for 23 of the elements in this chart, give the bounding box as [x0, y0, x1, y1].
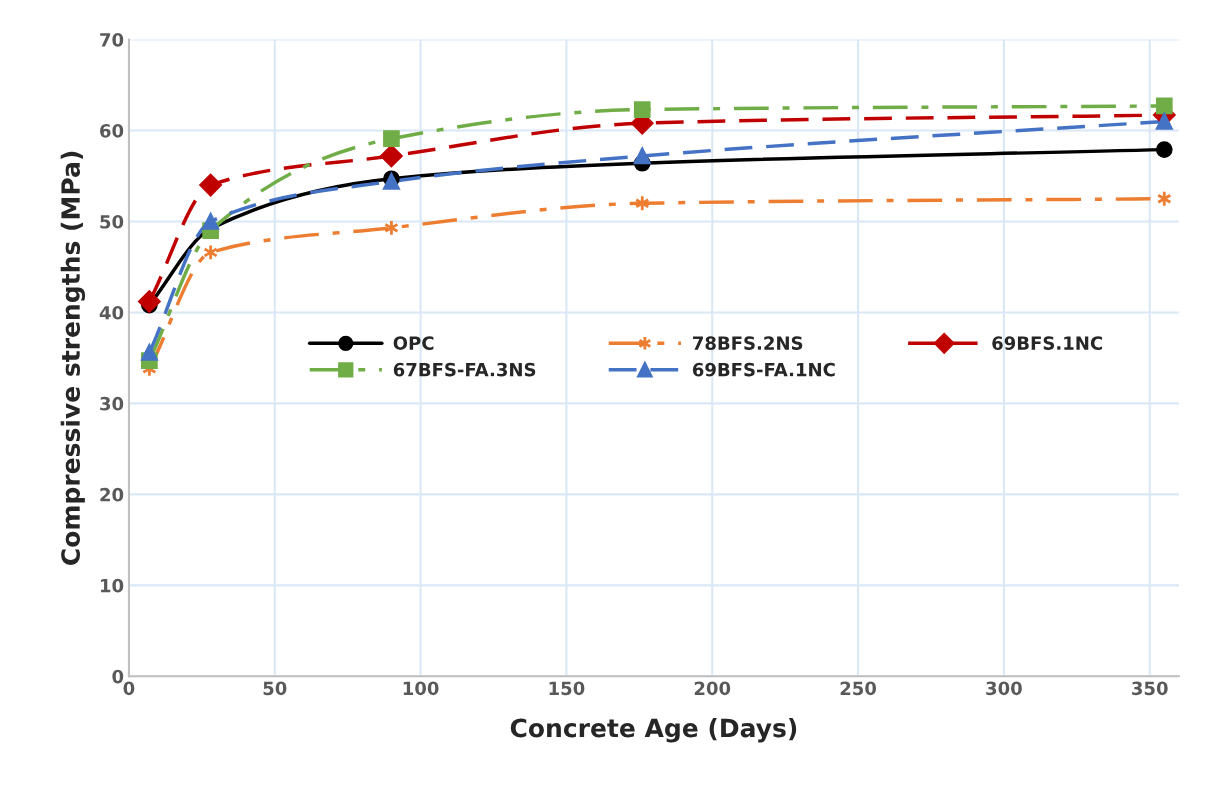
x-axis-title: Concrete Age (Days): [510, 718, 797, 743]
x-tick-label: 0: [123, 681, 135, 696]
x-tick-label: 200: [694, 681, 731, 696]
x-tick-label: 350: [1132, 681, 1168, 696]
legend-label: 78BFS.2NS: [693, 336, 803, 350]
x-tick-label: 250: [840, 681, 877, 696]
y-tick-label: 0: [112, 669, 124, 684]
y-tick-label: 60: [100, 123, 124, 138]
y-tick-label: 50: [100, 214, 124, 229]
x-tick-label: 300: [986, 681, 1022, 696]
y-tick-label: 70: [100, 33, 124, 47]
legend-label: 69BFS.1NC: [992, 336, 1103, 350]
y-tick-label: 20: [100, 487, 124, 502]
x-tick-label: 100: [403, 681, 439, 696]
y-tick-label: 40: [99, 305, 124, 320]
x-tick-label: 150: [549, 681, 585, 696]
legend-label: OPC: [393, 336, 434, 350]
legend-label: 69BFS-FA.1NC: [692, 362, 835, 377]
y-tick-label: 30: [100, 396, 124, 411]
y-tick-label: 10: [100, 578, 124, 593]
legend-label: 67BFS-FA.3NS: [393, 362, 536, 377]
y-axis-title: Compressive strengths (MPa): [60, 151, 86, 565]
x-tick-label: 50: [263, 681, 287, 696]
